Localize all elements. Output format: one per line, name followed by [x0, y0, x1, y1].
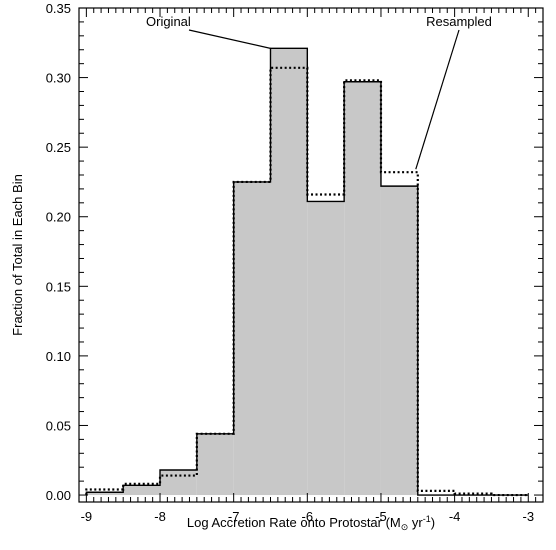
x-tick-label: -9: [81, 509, 93, 524]
x-tick-label: -7: [228, 509, 240, 524]
x-tick-label: -4: [449, 509, 461, 524]
axis-titles: Log Accretion Rate onto Protostar (M⊙ yr…: [10, 174, 435, 532]
x-axis-title: Log Accretion Rate onto Protostar (M⊙ yr…: [187, 514, 435, 532]
plot-frame: [78, 7, 544, 503]
plot-border: [78, 7, 544, 503]
annotation-original-leader: [188, 29, 271, 49]
bar-original-8: [380, 186, 418, 496]
y-tick-label: 0.15: [46, 279, 71, 294]
x-tick-label: -6: [302, 509, 314, 524]
bar-original-5: [270, 48, 308, 496]
tick-labels: -9 -8 -7 -6 -5 -4 -3 0.00 0.05 0.10 0.15 0.20 0.25 0.…: [46, 1, 534, 524]
y-tick-label: 0.00: [46, 488, 71, 503]
bar-original-7: [344, 81, 381, 496]
x-tick-label: -5: [375, 509, 387, 524]
bar-original-1: [123, 485, 161, 496]
y-tick-label: 0.25: [46, 140, 71, 155]
x-tick-label: -3: [522, 509, 534, 524]
y-tick-label: 0.05: [46, 418, 71, 433]
annotation-original-label: Original: [146, 14, 191, 29]
bar-original-4: [233, 181, 271, 496]
bar-original-2: [160, 469, 197, 496]
y-tick-label: 0.10: [46, 349, 71, 364]
bar-original-6: [307, 201, 345, 496]
annotations: Original Resampled: [146, 14, 492, 170]
annotation-resampled-label: Resampled: [426, 14, 492, 29]
bar-original-3: [196, 433, 234, 496]
y-tick-label: 0.30: [46, 71, 71, 86]
y-tick-label: 0.20: [46, 210, 71, 225]
x-tick-label: -8: [154, 509, 166, 524]
axis-ticks: [79, 7, 544, 502]
histogram-layer: [85, 47, 529, 497]
annotation-resampled-leader: [415, 29, 460, 170]
y-tick-label: 0.35: [46, 1, 71, 16]
bar-original-0: [86, 492, 124, 496]
y-axis-title: Fraction of Total in Each Bin: [10, 174, 25, 336]
